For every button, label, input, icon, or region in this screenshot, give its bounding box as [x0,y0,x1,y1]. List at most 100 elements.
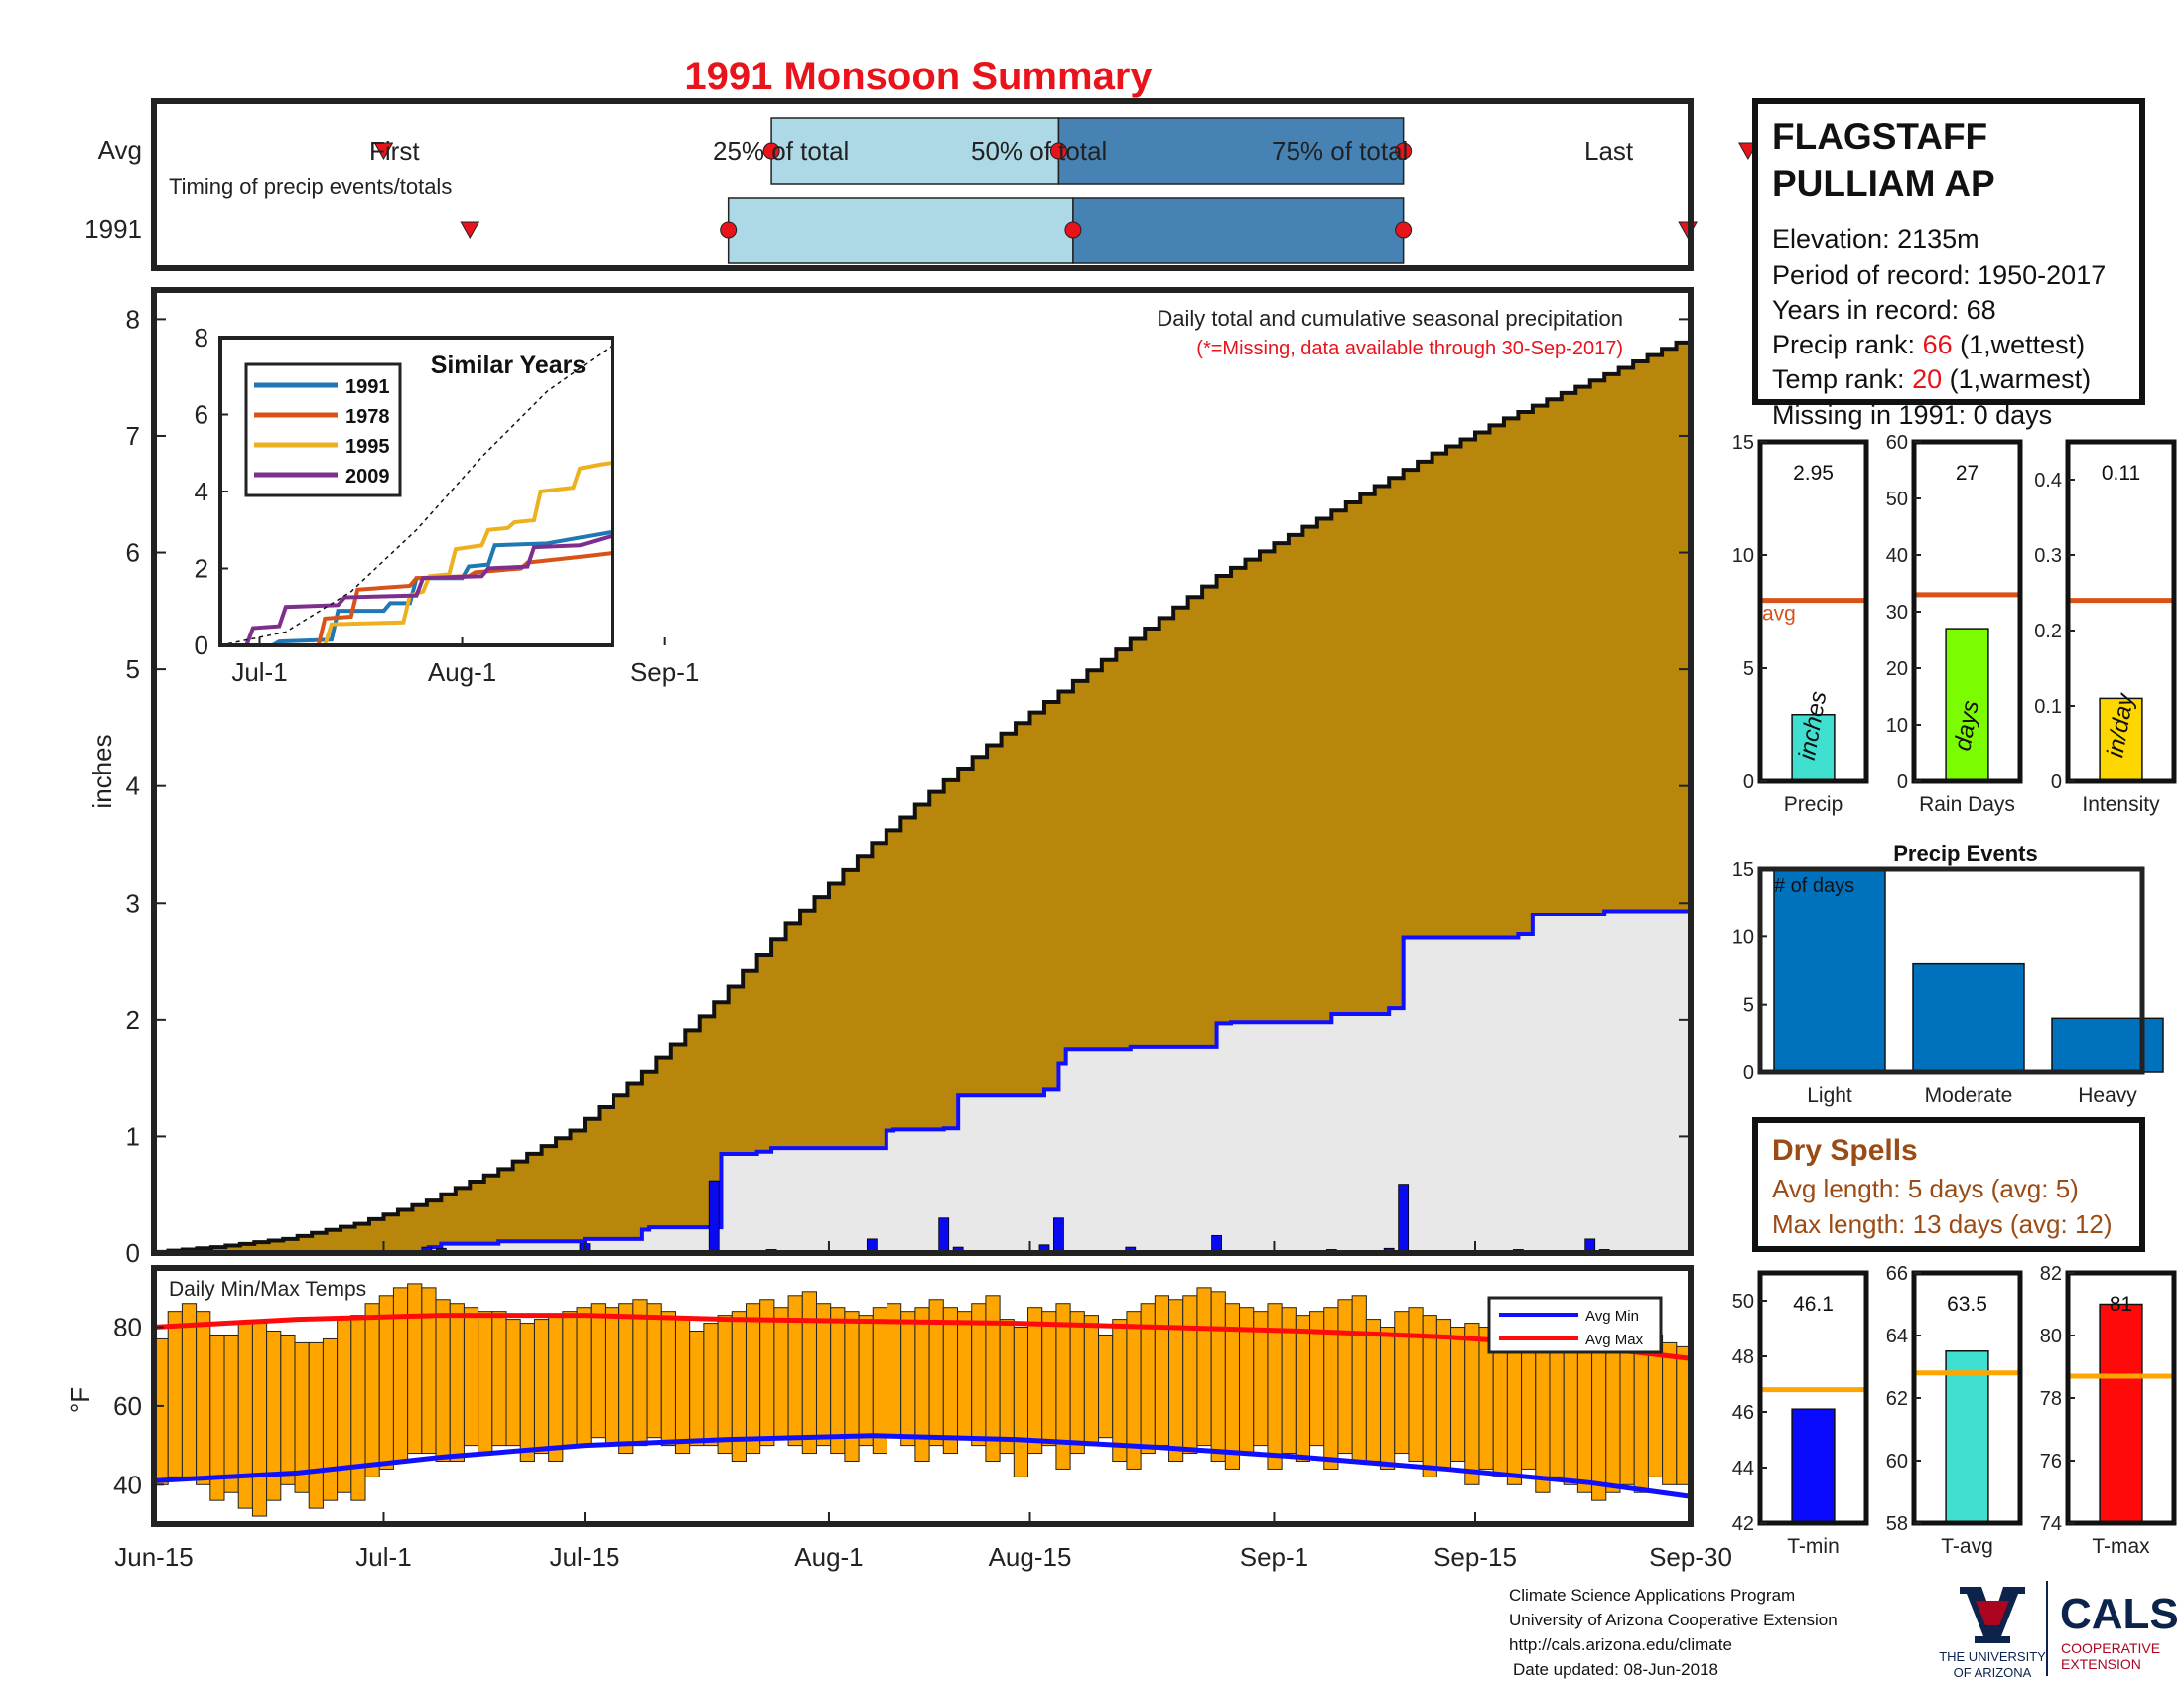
timing-avg-box-q25-q50 [770,117,1060,185]
intensity-panel-value: 0.11 [2102,462,2140,485]
main-frame [151,287,1694,1256]
daily-temp-bar [745,1303,761,1455]
tmin-panel: 42 44 46 48 50 46.1 T-min [1732,1270,1869,1558]
daily-temp-bar [1450,1327,1466,1462]
tmax-panel-ytick-label: 82 [2040,1263,2062,1285]
daily-temp-bar [407,1283,423,1455]
tmin-panel-ytick-label: 48 [1732,1346,1754,1368]
tmax-panel-ytick-label: 76 [2040,1451,2062,1473]
date-axis-label: Jul-15 [550,1542,620,1572]
avg-min-line [153,1433,1692,1499]
tavg-panel-ytick-label: 62 [1886,1388,1908,1410]
daily-temp-bar [604,1307,620,1447]
ua-logo-line1: THE UNIVERSITY [1939,1649,2046,1664]
rain-days-panel-ytick-label: 40 [1886,545,1908,567]
rain-days-panel-ytick-label: 60 [1886,432,1908,454]
temp-legend: Avg Min Avg Max [1487,1296,1663,1354]
precip-panel-value: 2.95 [1793,462,1834,485]
daily-temp-bar [689,1331,705,1447]
station-temp-rank: Temp rank: 20 (1,warmest) [1772,364,2091,394]
main-note: Daily total and cumulative seasonal prec… [1157,306,1623,331]
main-ytick-label: 1 [126,1121,140,1151]
station-frame [1752,98,2145,405]
events-bar-moderate [1912,962,2025,1073]
daily-temp-bar [1351,1295,1367,1462]
inset-series-line-1995 [220,460,614,647]
daily-temp-bar [463,1307,479,1447]
timing-year-q25-marker [720,221,738,239]
daily-temp-bar [1563,1341,1578,1485]
daily-temp-bar [646,1303,662,1439]
intensity-panel-bar [2099,697,2143,782]
precip-panel-bar [1791,713,1836,782]
daily-temp-bar [308,1341,324,1509]
date-axis-label: Sep-1 [1240,1542,1308,1572]
tmin-panel-ytick-label: 46 [1732,1402,1754,1424]
tmin-panel-label: T-min [1787,1535,1840,1558]
precip-panel-ytick-label: 15 [1732,432,1754,454]
dry-spells-frame [1752,1117,2145,1252]
temp-title: Daily Min/Max Temps [169,1278,366,1301]
daily-temp-bar [1337,1299,1353,1455]
daily-temp-bar [1027,1307,1043,1455]
footer-line2: University of Arizona Cooperative Extens… [1509,1611,1838,1629]
temp-frame [151,1265,1694,1527]
tmax-panel-bar [2099,1303,2143,1524]
tmin-panel-bar [1791,1408,1836,1524]
temp-ylabel: °F [66,1387,95,1413]
dry-spells-title: Dry Spells [1772,1134,1918,1167]
tmax-panel-value: 81 [2110,1293,2132,1316]
inset-legend-label-2009: 2009 [345,466,390,488]
tavg-panel-ytick-label: 66 [1886,1263,1908,1285]
daily-temp-bar [1365,1319,1382,1462]
inset-series-line-2009 [220,533,614,647]
station-years: Years in record: 68 [1772,295,1996,325]
daily-temp-bar [435,1299,451,1462]
date-axis-label: Sep-30 [1649,1542,1732,1572]
inset-ytick-label: 0 [195,631,208,660]
daily-temp-bar [1605,1345,1621,1493]
timing-last-label: Last [1584,136,1634,166]
timing-avg-q25-marker [762,142,780,160]
main-ytick-label: 4 [126,772,140,801]
daily-temp-bar [1098,1334,1114,1439]
daily-temp-bar [392,1287,409,1462]
daily-temp-bar [421,1287,437,1455]
tavg-panel-ytick-label: 58 [1886,1513,1908,1535]
daily-temp-bar [322,1337,339,1501]
dry-spells-avg-length: Avg length: 5 days (avg: 5) [1772,1174,2079,1203]
daily-temp-bar [533,1319,550,1455]
daily-temp-bar [1295,1315,1311,1462]
inset-xtick-label: Sep-1 [630,657,699,687]
daily-temp-bar [237,1323,253,1509]
daily-temp-bar [1422,1315,1437,1477]
small-temp-panels: 42 44 46 48 50 46.1 T-min 58 60 62 64 66 63.5 T-avg 74… [1732,1263,2177,1558]
daily-temp-bar [548,1315,564,1462]
tavg-panel: 58 60 62 64 66 63.5 T-avg [1886,1263,2023,1558]
events-category-label: Moderate [1925,1084,2013,1107]
timing-row-avg-label: Avg [98,135,142,165]
daily-temp-bar [1380,1327,1396,1470]
daily-temp-bar [1464,1323,1480,1485]
arizona-a-inner-icon [1976,1601,2009,1625]
precip-panel-avg-label: avg [1762,603,1796,626]
timing-q25-label: 25% of total [713,136,849,166]
daily-temp-bar [519,1323,535,1462]
temp-legend-avg-max: Avg Max [1585,1332,1644,1348]
cals-logo: CALS COOPERATIVE EXTENSION [2060,1590,2179,1672]
dry-spells-max-length: Max length: 13 days (avg: 12) [1772,1209,2113,1239]
daily-temp-bar [830,1307,846,1455]
precip-panel-label: Precip [1784,793,1843,816]
daily-temp-bar [717,1315,733,1455]
tmin-panel-ytick-label: 44 [1732,1458,1754,1479]
daily-temp-bar [478,1311,493,1455]
daily-temp-bar [1083,1315,1100,1447]
station-info: FLAGSTAFF PULLIAM AP Elevation: 2135m Pe… [1752,98,2145,430]
daily-temp-bar [1576,1334,1593,1493]
daily-temp-bar [618,1303,634,1455]
timing-panel: Avg 1991 Timing of precip events/totals … [84,98,1758,271]
inset-legend: 1991 1978 1995 2009 [244,362,402,497]
timing-q75-label: 75% of total [1272,136,1408,166]
daily-temp-bar [872,1307,887,1455]
